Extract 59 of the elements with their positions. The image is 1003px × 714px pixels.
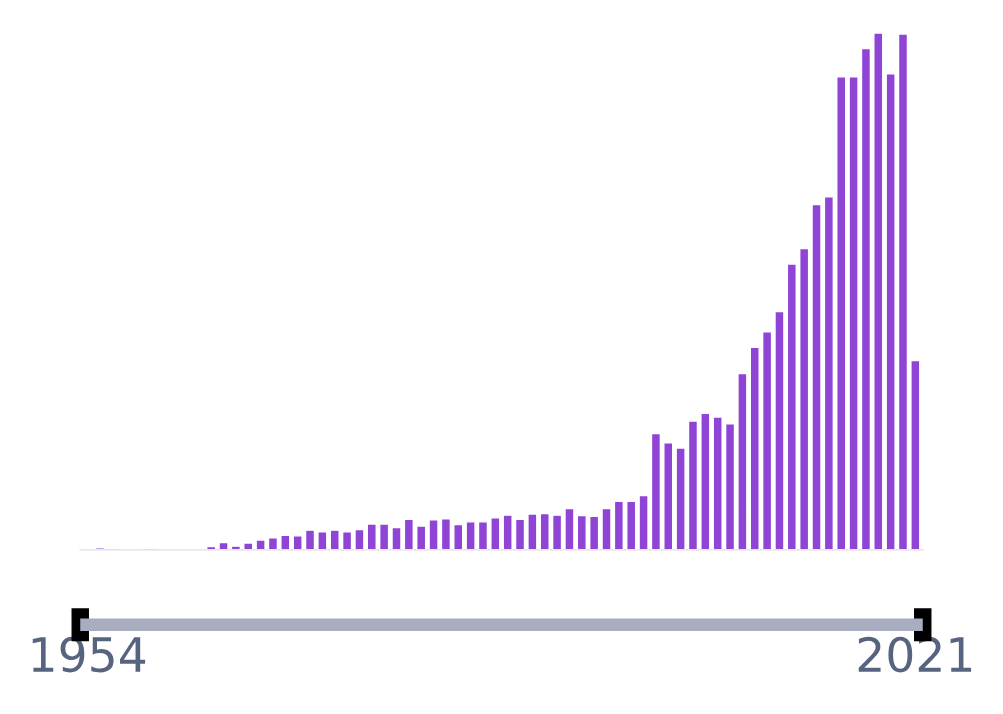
bar <box>292 535 303 550</box>
bar <box>700 412 711 550</box>
bar <box>304 529 316 550</box>
bar <box>502 514 513 550</box>
bar <box>626 500 637 550</box>
bar <box>366 523 377 550</box>
bar <box>218 541 229 550</box>
bar <box>761 330 773 550</box>
bar <box>823 196 835 550</box>
bar <box>317 530 328 550</box>
bar <box>774 310 785 550</box>
bar <box>255 539 266 550</box>
bar <box>341 530 353 550</box>
bar <box>564 507 575 550</box>
bar <box>539 512 550 550</box>
bar <box>354 528 365 550</box>
bar <box>428 519 439 550</box>
bar <box>267 537 279 550</box>
bar <box>589 515 600 550</box>
x-tick-label: 2021 <box>858 636 972 673</box>
bar <box>860 47 872 550</box>
bar <box>576 514 587 550</box>
bar <box>885 73 896 550</box>
bar <box>786 263 797 550</box>
bar <box>897 33 909 550</box>
bar <box>490 517 501 550</box>
bar <box>280 534 291 550</box>
bar <box>873 32 884 550</box>
bar <box>687 420 699 550</box>
bar <box>650 432 662 550</box>
bar <box>440 518 452 550</box>
bar <box>230 545 242 550</box>
bar <box>749 346 760 550</box>
bar <box>514 518 526 550</box>
bar <box>712 416 723 550</box>
bar <box>329 529 340 550</box>
bar <box>724 422 736 550</box>
bar <box>465 521 476 550</box>
bar <box>551 514 563 550</box>
bar <box>799 247 810 550</box>
bar <box>243 542 254 550</box>
bar <box>477 521 489 550</box>
bar <box>675 447 686 550</box>
bar <box>416 525 427 550</box>
bar <box>638 494 649 550</box>
bar <box>737 372 748 550</box>
x-tick-label: 1954 <box>32 636 146 673</box>
bar <box>403 518 414 550</box>
bar <box>848 76 859 550</box>
bar <box>836 76 847 550</box>
bar <box>601 507 612 550</box>
bar <box>811 203 822 550</box>
bar <box>910 359 921 550</box>
bar <box>613 500 625 550</box>
bar <box>453 523 464 550</box>
bar <box>378 523 390 550</box>
bar <box>663 442 674 550</box>
bar <box>527 513 538 550</box>
bar <box>391 526 402 550</box>
